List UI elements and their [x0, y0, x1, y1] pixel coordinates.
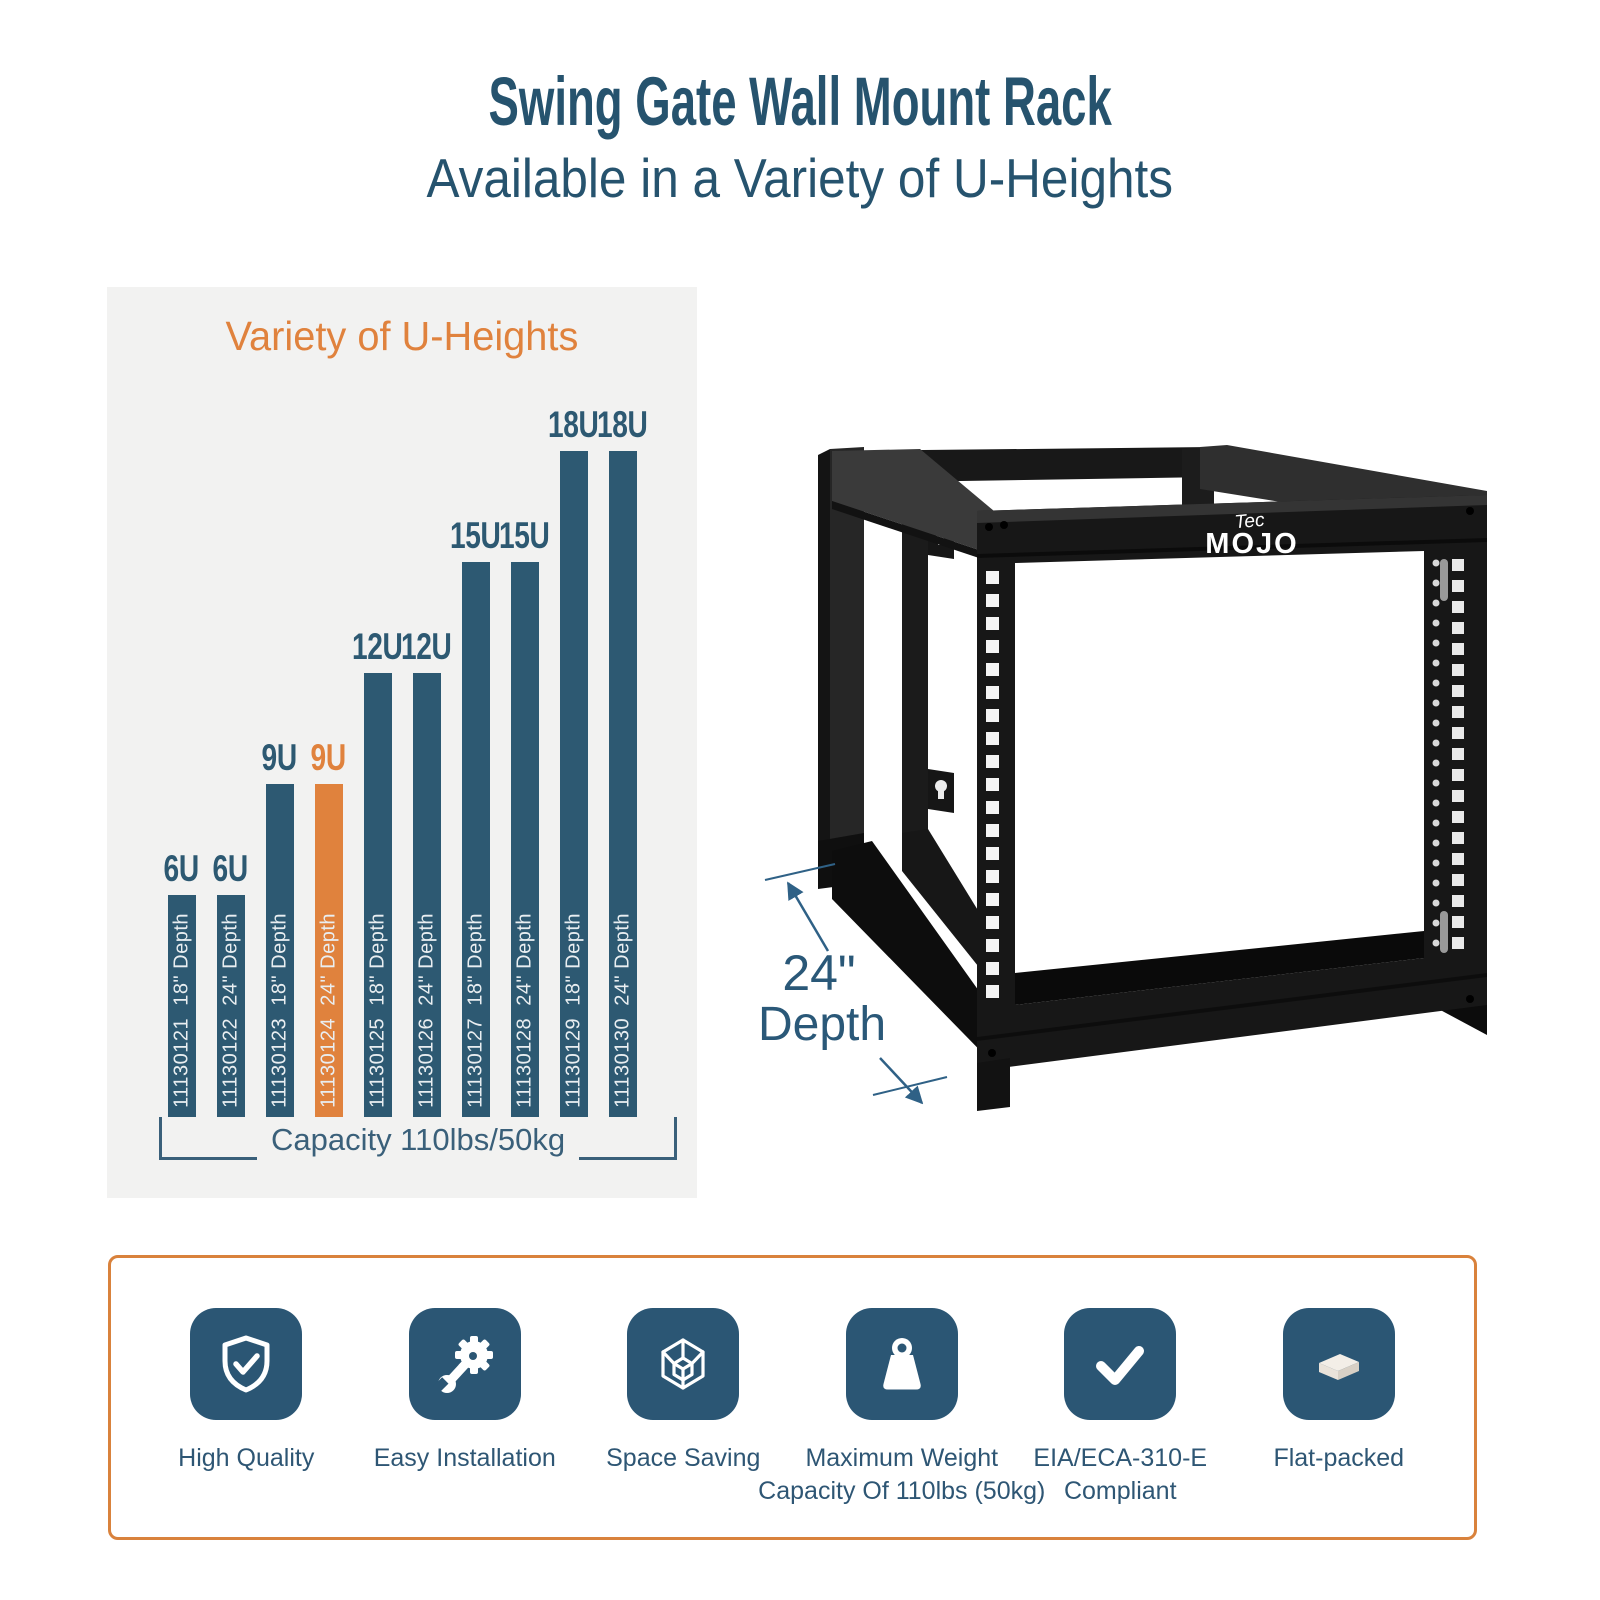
depth-value-label: 24"	[782, 945, 855, 1001]
bar-column: 9U 11130123 18" Depth	[255, 737, 304, 1117]
rack-opening	[1015, 551, 1424, 1005]
wrench-gear-icon	[408, 1308, 521, 1420]
bracket-right-end	[579, 1117, 678, 1160]
extension-tick	[764, 863, 836, 881]
chart-title: Variety of U-Heights	[107, 313, 697, 360]
bar-sku-depth-label: 11130130 24" Depth	[611, 913, 633, 1108]
bar-sku-depth-label: 11130125 18" Depth	[366, 913, 388, 1108]
feature-high-quality: High Quality	[137, 1308, 356, 1537]
bar-u-height-label: 18U	[597, 404, 648, 445]
bar-u-height-label: 6U	[163, 848, 200, 889]
cube-icon	[627, 1308, 740, 1420]
bar: 11130124 24" Depth	[314, 784, 343, 1117]
page-title: Swing Gate Wall Mount Rack	[0, 62, 1600, 141]
capacity-label: Capacity 110lbs/50kg	[270, 1122, 566, 1157]
bar-chart: 6U 11130121 18" Depth 6U 11130122 24" De…	[107, 404, 697, 1117]
weight-icon	[845, 1308, 958, 1420]
bar-u-height-label: 6U	[212, 848, 249, 889]
chart-title-text: Variety of U-Heights	[225, 313, 579, 359]
rack-holes-right	[1452, 559, 1464, 949]
rack-holes-left	[986, 571, 999, 998]
page-subtitle-text: Available in a Variety of U-Heights	[426, 147, 1174, 209]
feature-flat-packed: Flat-packed	[1230, 1308, 1449, 1537]
bar-sku-depth-label: 11130123 18" Depth	[268, 913, 290, 1108]
feature-compliant: EIA/ECA-310-E Compliant	[1011, 1308, 1230, 1537]
bar: 11130129 18" Depth	[559, 451, 588, 1117]
bar: 11130128 24" Depth	[510, 562, 539, 1117]
extension-tick	[872, 1076, 948, 1096]
bar: 11130123 18" Depth	[265, 784, 294, 1117]
bar-column: 6U 11130121 18" Depth	[157, 848, 206, 1117]
bar: 11130125 18" Depth	[363, 673, 392, 1117]
bar-sku-depth-label: 11130127 18" Depth	[464, 913, 486, 1108]
bar-column: 15U 11130127 18" Depth	[450, 515, 501, 1117]
feature-max-weight: Maximum Weight Capacity Of 110lbs (50kg)	[758, 1308, 1045, 1537]
bar: 11130122 24" Depth	[216, 895, 245, 1117]
bar-column: 18U 11130129 18" Depth	[548, 404, 599, 1117]
rack-frame	[818, 445, 1487, 1111]
brand-logo: Tec MOJO	[1205, 510, 1298, 560]
bar-column: 18U 11130130 24" Depth	[597, 404, 648, 1117]
bar-column: 12U 11130126 24" Depth	[401, 626, 452, 1117]
feature-label: Easy Installation	[373, 1444, 556, 1472]
bar-sku-depth-label: 11130129 18" Depth	[562, 913, 584, 1108]
shield-check-icon	[190, 1308, 303, 1420]
feature-label: Maximum Weight Capacity Of 110lbs (50kg)	[758, 1444, 1046, 1505]
capacity-bracket: Capacity 110lbs/50kg	[159, 1117, 678, 1160]
bar: 11130126 24" Depth	[412, 673, 441, 1117]
bar-column: 12U 11130125 18" Depth	[352, 626, 403, 1117]
bar: 11130121 18" Depth	[167, 895, 196, 1117]
product-photo-rack: Tec MOJO 24" Depth	[758, 445, 1487, 1111]
feature-label: High Quality	[178, 1444, 315, 1472]
checkmark-icon	[1064, 1308, 1177, 1420]
page-subtitle: Available in a Variety of U-Heights	[0, 146, 1600, 210]
depth-arrow-up	[786, 881, 830, 952]
bar: 11130127 18" Depth	[461, 562, 490, 1117]
hinge-spring	[1440, 911, 1448, 953]
hinge-spring	[1440, 559, 1448, 601]
bar-u-height-label: 12U	[401, 626, 452, 667]
depth-arrow-down	[879, 1057, 924, 1105]
features-box: High Quality	[108, 1255, 1477, 1540]
u-height-chart-panel: Variety of U-Heights 6U 11130121 18" Dep…	[107, 287, 697, 1198]
feature-label: Space Saving	[606, 1444, 761, 1472]
rack-holes-right-dots	[1432, 559, 1440, 947]
feature-label: Flat-packed	[1273, 1444, 1405, 1472]
bar-u-height-label: 9U	[310, 737, 347, 778]
bracket-left-end	[159, 1117, 257, 1160]
feature-label: EIA/ECA-310-E Compliant	[1033, 1444, 1208, 1505]
bar-u-height-label: 12U	[352, 626, 403, 667]
feature-space-saving: Space Saving	[574, 1308, 793, 1537]
bar-u-height-label: 15U	[499, 515, 550, 556]
bar-sku-depth-label: 11130122 24" Depth	[219, 913, 241, 1108]
bar-column: 6U 11130122 24" Depth	[206, 848, 255, 1117]
page-title-text: Swing Gate Wall Mount Rack	[488, 63, 1112, 140]
bar-sku-depth-label: 11130124 24" Depth	[317, 913, 339, 1108]
bar-sku-depth-label: 11130121 18" Depth	[170, 913, 192, 1108]
brand-logo-bottom: MOJO	[1205, 528, 1298, 560]
bar-column: 9U 11130124 24" Depth	[304, 737, 353, 1117]
bar-sku-depth-label: 11130128 24" Depth	[513, 913, 535, 1108]
bar-sku-depth-label: 11130126 24" Depth	[415, 913, 437, 1108]
bar: 11130130 24" Depth	[608, 451, 637, 1117]
bar-column: 15U 11130128 24" Depth	[499, 515, 550, 1117]
depth-annotation: 24" Depth	[758, 863, 948, 1105]
bar-u-height-label: 9U	[261, 737, 298, 778]
bar-u-height-label: 18U	[548, 404, 599, 445]
bar-u-height-label: 15U	[450, 515, 501, 556]
flat-box-icon	[1282, 1308, 1395, 1420]
feature-easy-installation: Easy Installation	[356, 1308, 575, 1537]
depth-word-label: Depth	[758, 998, 886, 1051]
brand-logo-top: Tec	[1234, 510, 1266, 534]
